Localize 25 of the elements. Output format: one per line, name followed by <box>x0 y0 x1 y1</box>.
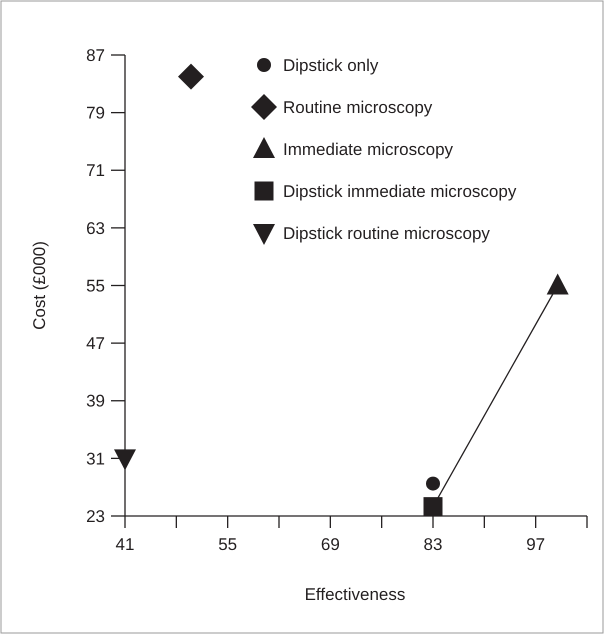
x-axis-title: Effectiveness <box>304 585 406 604</box>
legend-label: Dipstick only <box>283 56 379 75</box>
point <box>426 476 440 491</box>
x-tick-label: 97 <box>526 535 546 554</box>
y-tick-label: 79 <box>86 104 105 123</box>
legend-label: Routine microscopy <box>283 98 433 117</box>
y-tick-label: 87 <box>86 46 105 65</box>
point <box>178 64 204 90</box>
legend-label: Dipstick immediate microscopy <box>283 182 517 201</box>
point <box>424 497 442 516</box>
y-tick-label: 23 <box>86 506 105 526</box>
x-tick-label: 83 <box>424 535 442 554</box>
y-tick-label: 47 <box>86 334 105 354</box>
point <box>114 449 136 470</box>
y-tick-label: 55 <box>86 276 105 296</box>
legend-label: Dipstick routine microscopy <box>283 224 490 243</box>
x-tick-label: 55 <box>218 535 238 554</box>
y-tick-label: 63 <box>86 218 105 238</box>
legend-label: Immediate microscopy <box>283 140 454 159</box>
x-tick-label: 69 <box>320 535 340 554</box>
y-axis-title: Cost (£000) <box>30 241 49 330</box>
y-tick-label: 31 <box>86 449 105 468</box>
x-tick-label: 41 <box>116 535 134 554</box>
y-tick-label: 39 <box>86 392 105 411</box>
y-tick-label: 71 <box>86 161 105 180</box>
